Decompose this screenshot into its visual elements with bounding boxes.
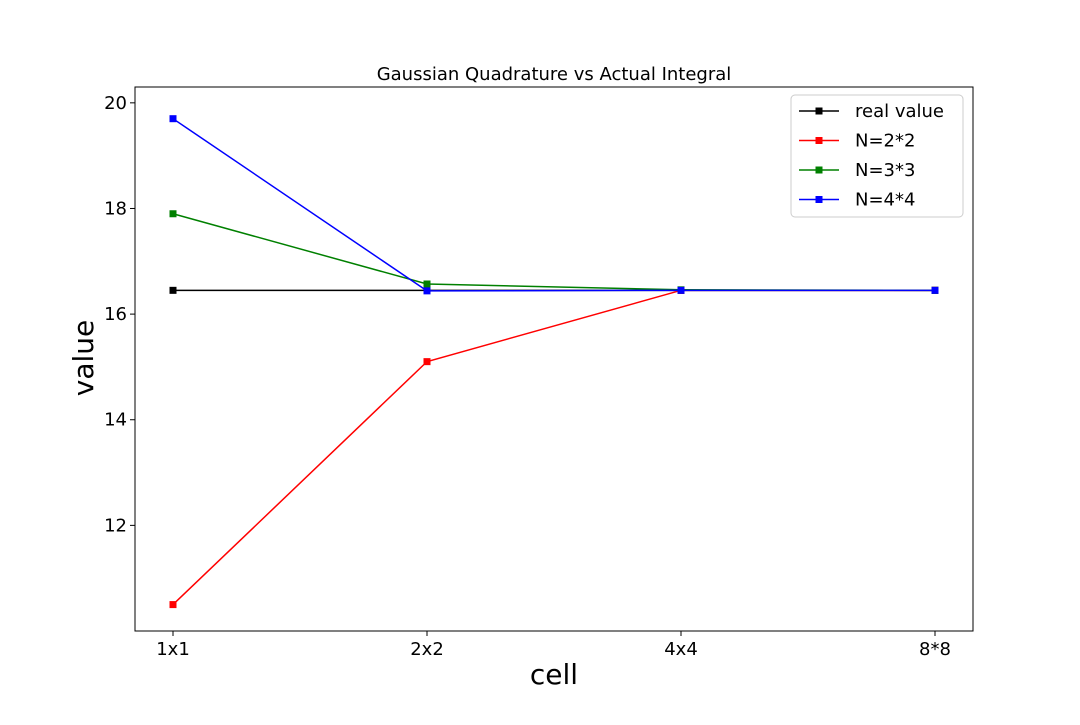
y-tick-label: 12: [104, 515, 127, 536]
data-point-marker: [423, 287, 431, 295]
series-line: [172, 289, 935, 606]
data-point-marker: [169, 601, 177, 609]
plot-area-frame: [134, 86, 974, 632]
series-group: [169, 210, 939, 294]
y-tick-label: 20: [104, 93, 127, 114]
legend-entry: real value: [799, 101, 944, 122]
data-point-marker: [423, 358, 431, 366]
legend-label: N=2*2: [855, 131, 915, 152]
series-group: [169, 115, 939, 295]
legend-label: N=4*4: [855, 190, 915, 211]
series-group: [169, 286, 939, 609]
legend-marker-swatch: [815, 196, 823, 203]
data-point-marker: [169, 286, 177, 294]
y-tick-label: 14: [104, 410, 127, 431]
y-tick-label: 18: [104, 198, 127, 219]
legend-marker-swatch: [815, 166, 823, 174]
series-line: [172, 213, 936, 292]
data-point-marker: [423, 280, 431, 288]
legend-entry: N=4*4: [799, 190, 915, 211]
y-tick-label: 16: [104, 304, 127, 325]
legend-entry: N=2*2: [799, 131, 915, 152]
x-tick-label: 8*8: [919, 639, 951, 660]
x-tick-label: 2x2: [410, 639, 444, 660]
data-point-marker: [169, 210, 177, 218]
x-axis-label: cell: [530, 658, 578, 691]
legend-label: real value: [855, 101, 944, 122]
legend: real value N=2*2 N=3*3 N=4*4: [790, 94, 964, 218]
series-line: [172, 118, 935, 292]
data-point-marker: [931, 286, 939, 294]
legend-marker-swatch: [815, 137, 823, 144]
legend-label: N=3*3: [855, 160, 915, 181]
data-point-marker: [677, 286, 685, 294]
data-point-marker: [169, 115, 177, 123]
x-tick-label: 1x1: [156, 639, 190, 660]
legend-marker-swatch: [815, 107, 823, 115]
legend-box: [790, 94, 964, 218]
x-tick-label: 4x4: [664, 639, 698, 660]
chart-title: Gaussian Quadrature vs Actual Integral: [377, 64, 732, 85]
legend-entry: N=3*3: [799, 160, 915, 181]
y-axis-label: value: [67, 320, 100, 396]
